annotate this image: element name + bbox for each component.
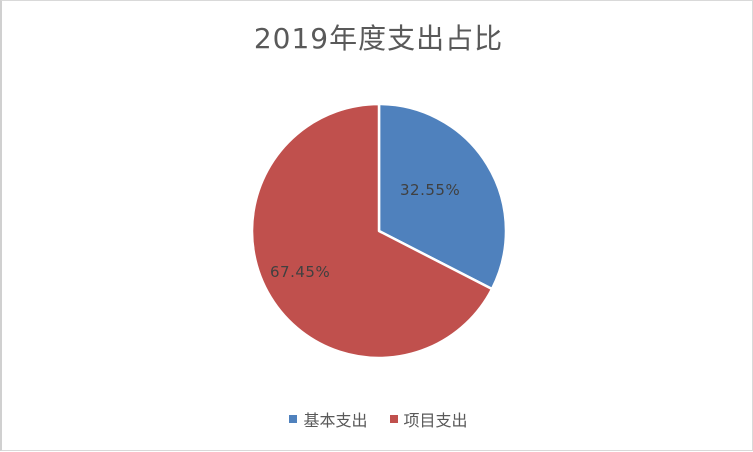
- legend-item-project-expenditure[interactable]: 项目支出: [389, 407, 468, 431]
- legend-label: 基本支出: [303, 411, 368, 430]
- chart-title: 2019年度支出占比: [253, 22, 504, 55]
- pie-slice-1[interactable]: [250, 102, 494, 360]
- legend-label: 项目支出: [403, 411, 468, 430]
- legend-item-basic-expenditure[interactable]: 基本支出: [289, 407, 368, 431]
- pie-slice-0[interactable]: [377, 102, 508, 291]
- legend-swatch-blue-icon: [289, 415, 298, 423]
- legend-swatch-red-icon: [389, 415, 398, 423]
- legend: 基本支出 项目支出: [2, 407, 753, 431]
- pie-slices: [250, 102, 508, 360]
- data-label-project-expenditure: 67.45%: [270, 263, 331, 281]
- data-label-basic-expenditure: 32.55%: [400, 181, 461, 199]
